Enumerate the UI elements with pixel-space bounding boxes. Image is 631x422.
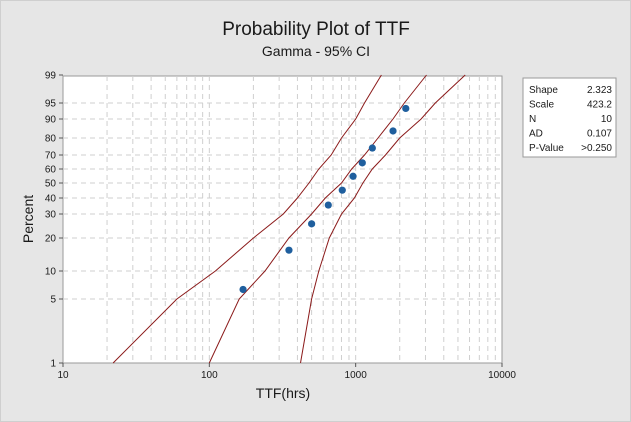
data-point bbox=[358, 159, 366, 167]
data-points bbox=[239, 104, 410, 294]
fit-lines bbox=[112, 74, 466, 364]
lower-ci-line bbox=[300, 74, 466, 364]
chart-title: Probability Plot of TTF bbox=[222, 19, 410, 40]
stats-label: AD bbox=[529, 129, 543, 140]
y-tick-label: 60 bbox=[45, 165, 57, 176]
stats-label: N bbox=[529, 114, 536, 125]
x-axis-label: TTF(hrs) bbox=[256, 385, 310, 401]
y-tick-label: 1 bbox=[50, 359, 56, 370]
stats-table: Shape 2.323 Scale 423.2 N 10 AD 0.107 P-Value >0.… bbox=[522, 77, 617, 158]
plot-area bbox=[62, 75, 503, 364]
y-tick-label: 5 bbox=[50, 295, 56, 306]
stats-value: 2.323 bbox=[587, 85, 612, 96]
data-point bbox=[338, 186, 346, 194]
y-tick-label: 40 bbox=[45, 194, 57, 205]
stats-value: >0.250 bbox=[581, 143, 612, 154]
data-point bbox=[324, 201, 332, 209]
y-tick-label: 95 bbox=[45, 99, 57, 110]
stats-value: 423.2 bbox=[587, 100, 612, 111]
y-tick-label: 99 bbox=[45, 71, 57, 82]
data-point bbox=[368, 144, 376, 152]
stats-label: P-Value bbox=[529, 143, 564, 154]
chart-subtitle: Gamma - 95% CI bbox=[262, 43, 370, 59]
stats-label: Scale bbox=[529, 100, 554, 111]
y-tick-label: 10 bbox=[45, 267, 57, 278]
x-tick-label: 10 bbox=[57, 370, 69, 381]
y-tick-label: 50 bbox=[45, 179, 57, 190]
grid bbox=[63, 76, 502, 363]
x-tick-label: 100 bbox=[201, 370, 218, 381]
y-tick-label: 80 bbox=[45, 134, 57, 145]
axis-ticks: 1 5 10 20 30 40 50 60 70 80 90 95 99 10 100 1000 10000 bbox=[45, 71, 516, 382]
upper-ci-line bbox=[112, 74, 382, 364]
stats-box-border bbox=[522, 77, 617, 158]
y-axis-label: Percent bbox=[20, 195, 36, 243]
stats-value: 0.107 bbox=[587, 129, 612, 140]
data-point bbox=[239, 285, 247, 294]
stats-label: Shape bbox=[529, 85, 558, 96]
y-tick-label: 90 bbox=[45, 115, 57, 126]
y-tick-label: 70 bbox=[45, 151, 57, 162]
y-tick-label: 20 bbox=[45, 234, 57, 245]
data-point bbox=[402, 104, 410, 113]
data-point bbox=[308, 220, 316, 228]
x-tick-label: 10000 bbox=[488, 370, 516, 381]
x-tick-label: 1000 bbox=[345, 370, 368, 381]
y-tick-label: 30 bbox=[45, 210, 57, 221]
fit-line bbox=[208, 74, 427, 364]
data-point bbox=[389, 127, 397, 135]
data-point bbox=[285, 246, 293, 254]
data-point bbox=[349, 172, 357, 180]
stats-value: 10 bbox=[601, 114, 613, 125]
